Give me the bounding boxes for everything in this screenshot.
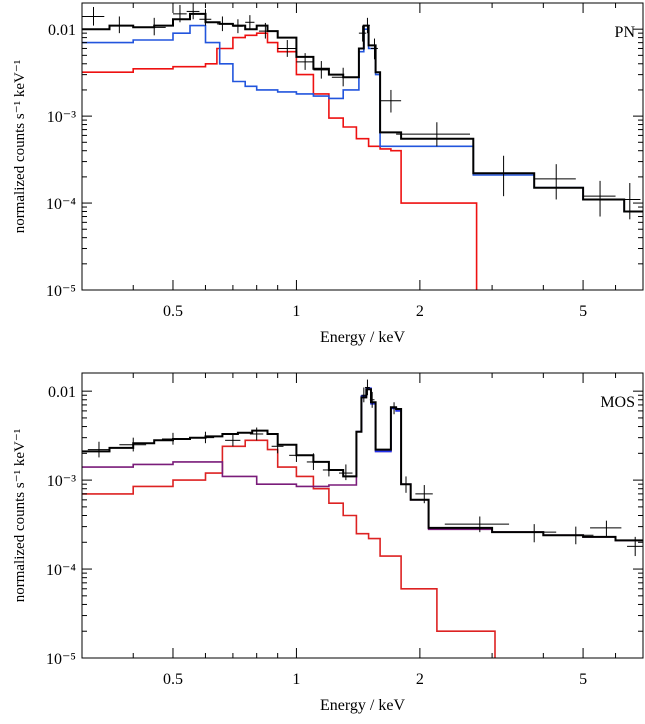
pn-data-point — [618, 183, 641, 220]
mos-y-tick-label: 0.01 — [48, 384, 76, 401]
mos-data-point — [627, 536, 643, 557]
mos-plot-frame — [81, 372, 644, 659]
pn-data-point — [172, 4, 187, 23]
mos-data-point — [590, 520, 622, 537]
pn-data-point — [371, 38, 378, 60]
mos-x-axis-label: Energy / keV — [320, 697, 405, 714]
mos-x-tick-label: 1 — [292, 671, 300, 688]
mos-y-tick-label: 10⁻⁵ — [46, 651, 76, 668]
pn-series-component-soft — [82, 32, 478, 290]
mos-data-point — [338, 464, 353, 481]
pn-data-point — [245, 15, 255, 30]
mos-panel-label: MOS — [600, 394, 635, 411]
pn-data-point — [534, 164, 576, 200]
mos-data-point — [361, 387, 367, 403]
pn-data-point — [313, 61, 329, 79]
pn-data-point — [365, 17, 370, 34]
pn-data-point — [82, 6, 105, 26]
mos-x-tick-label: 0.5 — [163, 671, 183, 688]
pn-spectrum-panel: 0.5 1 2 5 0.01 10⁻³ 10⁻⁴ 10⁻⁵ PN Energy / keV n… — [12, 2, 644, 346]
mos-y-tick-label: 10⁻³ — [47, 473, 76, 490]
mos-x-tick-label: 2 — [416, 671, 424, 688]
mos-data-point — [509, 524, 557, 543]
mos-series-component-soft — [82, 439, 496, 658]
mos-data-point — [390, 402, 398, 415]
pn-y-tick-label: 10⁻⁴ — [46, 196, 76, 213]
mos-x-tick-label: 5 — [579, 671, 587, 688]
mos-data-point — [306, 453, 320, 470]
mos-y-tick-label: 10⁻⁴ — [46, 562, 76, 579]
pn-data-point — [296, 53, 314, 70]
mos-data-point — [87, 441, 110, 458]
mos-data-point — [249, 427, 264, 441]
mos-data-point — [196, 431, 215, 444]
pn-data-point — [109, 16, 129, 34]
mos-data-point — [415, 485, 433, 504]
pn-data-point — [473, 155, 530, 197]
pn-plot-frame — [81, 2, 644, 291]
pn-data-point — [583, 180, 616, 217]
pn-x-tick-label: 0.5 — [163, 303, 183, 320]
pn-data-point — [380, 89, 402, 113]
mos-data-point — [119, 437, 147, 452]
mos-data-point — [289, 447, 304, 462]
pn-data-point — [396, 122, 471, 147]
pn-data-point — [199, 9, 212, 26]
pn-y-axis-label: normalized counts s⁻¹ keV⁻¹ — [12, 60, 28, 234]
mos-data-point — [161, 432, 184, 445]
mos-data-point — [401, 476, 411, 493]
pn-data-point — [216, 16, 228, 32]
mos-y-axis-label: normalized counts s⁻¹ keV⁻¹ — [12, 429, 28, 603]
mos-data-point — [271, 438, 284, 454]
mos-data-point — [369, 391, 375, 408]
mos-data-point — [225, 433, 241, 447]
pn-data-point — [186, 3, 200, 20]
mos-data-point — [556, 526, 594, 545]
pn-x-tick-label: 2 — [416, 303, 424, 320]
pn-series-component-hard — [82, 24, 643, 213]
pn-x-axis-label: Energy / keV — [320, 329, 405, 346]
pn-x-tick-label: 1 — [292, 303, 300, 320]
pn-data-point — [232, 19, 243, 34]
mos-data-point — [322, 461, 335, 477]
mos-data-point — [444, 516, 510, 533]
pn-y-tick-label: 0.01 — [48, 22, 76, 39]
pn-panel-label: PN — [615, 24, 636, 41]
pn-data-point — [358, 25, 367, 42]
pn-y-tick-label: 10⁻³ — [47, 109, 76, 126]
pn-data-point — [331, 67, 354, 87]
pn-x-tick-label: 5 — [579, 303, 587, 320]
pn-data-point — [141, 17, 166, 36]
pn-data-point — [277, 40, 297, 57]
pn-y-tick-label: 10⁻⁵ — [46, 283, 76, 300]
pn-series-total-model — [82, 12, 643, 213]
mos-data-point — [365, 379, 370, 396]
mos-series-component-hard — [82, 388, 643, 542]
pn-data-point — [258, 22, 272, 39]
